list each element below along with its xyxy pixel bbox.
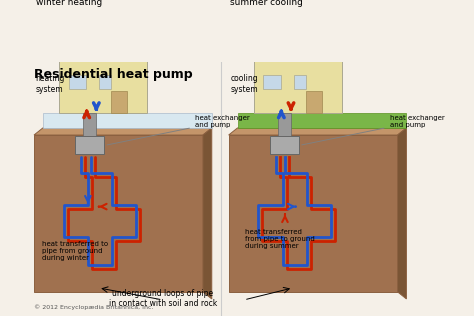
Text: summer cooling: summer cooling	[230, 0, 303, 7]
Polygon shape	[43, 113, 212, 128]
Polygon shape	[247, 31, 348, 61]
Bar	[111, 91, 128, 113]
Bar	[306, 91, 322, 113]
Text: heating
system: heating system	[36, 74, 65, 94]
Bar	[75, 29, 83, 45]
Bar	[59, 61, 147, 113]
Bar	[268, 27, 279, 31]
Bar	[99, 75, 111, 89]
Polygon shape	[34, 135, 203, 292]
Bar	[263, 75, 281, 89]
Polygon shape	[228, 135, 398, 292]
Text: heat transferred to
pipe from ground
during winter: heat transferred to pipe from ground dur…	[42, 241, 108, 261]
Polygon shape	[203, 128, 212, 299]
Bar	[83, 113, 96, 139]
Text: cooling
system: cooling system	[230, 74, 258, 94]
Bar	[270, 29, 278, 45]
Polygon shape	[34, 128, 212, 135]
Text: Residential heat pump: Residential heat pump	[34, 68, 192, 81]
Polygon shape	[228, 128, 406, 135]
Text: heat transferred
from pipe to ground
during summer: heat transferred from pipe to ground dur…	[245, 229, 314, 249]
Bar	[270, 136, 299, 154]
Bar	[75, 136, 104, 154]
Text: © 2012 Encyclopædia Britannica, Inc.: © 2012 Encyclopædia Britannica, Inc.	[34, 304, 154, 310]
Polygon shape	[237, 113, 406, 128]
Polygon shape	[398, 128, 406, 299]
Bar	[294, 75, 306, 89]
Text: underground loops of pipe
in contact with soil and rock: underground loops of pipe in contact wit…	[109, 289, 217, 308]
Bar	[69, 75, 86, 89]
Text: heat exchanger
and pump: heat exchanger and pump	[107, 115, 250, 145]
Bar	[278, 113, 291, 139]
Text: winter heating: winter heating	[36, 0, 102, 7]
Bar	[254, 61, 342, 113]
Polygon shape	[53, 31, 154, 61]
Bar	[73, 27, 85, 31]
Text: heat exchanger
and pump: heat exchanger and pump	[302, 115, 444, 145]
